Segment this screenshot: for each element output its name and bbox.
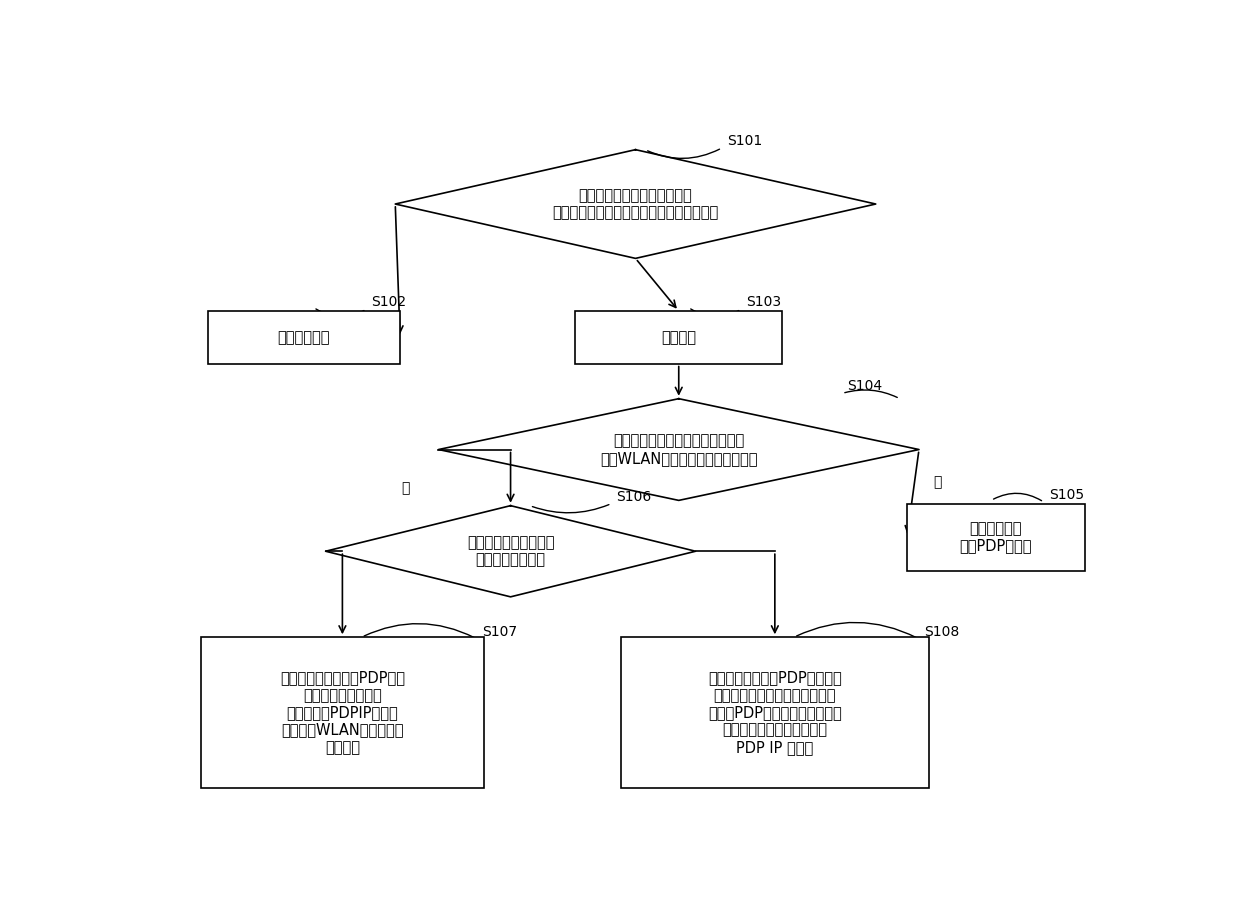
Text: 是: 是 (402, 481, 409, 495)
Text: 网关设备检测是否在计时结束前接
收到WLAN终端发送的连接请求消息: 网关设备检测是否在计时结束前接 收到WLAN终端发送的连接请求消息 (600, 434, 758, 466)
Text: S102: S102 (371, 295, 407, 309)
FancyArrowPatch shape (365, 624, 475, 638)
Text: S108: S108 (924, 625, 959, 639)
FancyArrowPatch shape (796, 622, 916, 638)
FancyArrowPatch shape (316, 309, 365, 316)
FancyArrowPatch shape (993, 494, 1042, 501)
Bar (621, 637, 929, 788)
Text: S103: S103 (746, 295, 781, 309)
Text: 网关设备根据接收到的接入点
第一端口发送的去关联消息判断去关联原因: 网关设备根据接收到的接入点 第一端口发送的去关联消息判断去关联原因 (552, 188, 719, 220)
Bar (208, 311, 401, 363)
Text: 释放所有资源: 释放所有资源 (278, 330, 330, 344)
FancyArrowPatch shape (647, 149, 719, 159)
Text: 开始计时: 开始计时 (661, 330, 696, 344)
Bar (201, 637, 484, 788)
Text: S105: S105 (1049, 488, 1084, 502)
Text: S101: S101 (727, 134, 763, 148)
Text: S106: S106 (616, 489, 651, 504)
FancyArrowPatch shape (691, 309, 739, 316)
Text: 否: 否 (934, 476, 942, 489)
Text: 判断所述连接请求消息
的型，并停止计时: 判断所述连接请求消息 的型，并停止计时 (466, 535, 554, 568)
Text: S104: S104 (847, 379, 882, 394)
Bar (575, 311, 782, 363)
Text: 释放分组数据
协议PDP上下文: 释放分组数据 协议PDP上下文 (960, 521, 1032, 553)
Text: S107: S107 (481, 625, 517, 639)
Text: 所述网关设备将所述PDP上下
文中携带的上一次关
联时使用的PDPIP地址分
配给所述WLAN终端，进行
网络切换: 所述网关设备将所述PDP上下 文中携带的上一次关 联时使用的PDPIP地址分 配… (280, 670, 405, 755)
FancyArrowPatch shape (532, 505, 609, 513)
Text: 所述网关设备反馈PDP上下文激
活响应消息，进行网络切换，其
中所述PDP上下文激活响应消息
中携带上一次关联时维护的
PDP IP 地址。: 所述网关设备反馈PDP上下文激 活响应消息，进行网络切换，其 中所述PDP上下文… (708, 670, 842, 755)
FancyArrowPatch shape (844, 390, 898, 397)
Bar (906, 504, 1085, 570)
